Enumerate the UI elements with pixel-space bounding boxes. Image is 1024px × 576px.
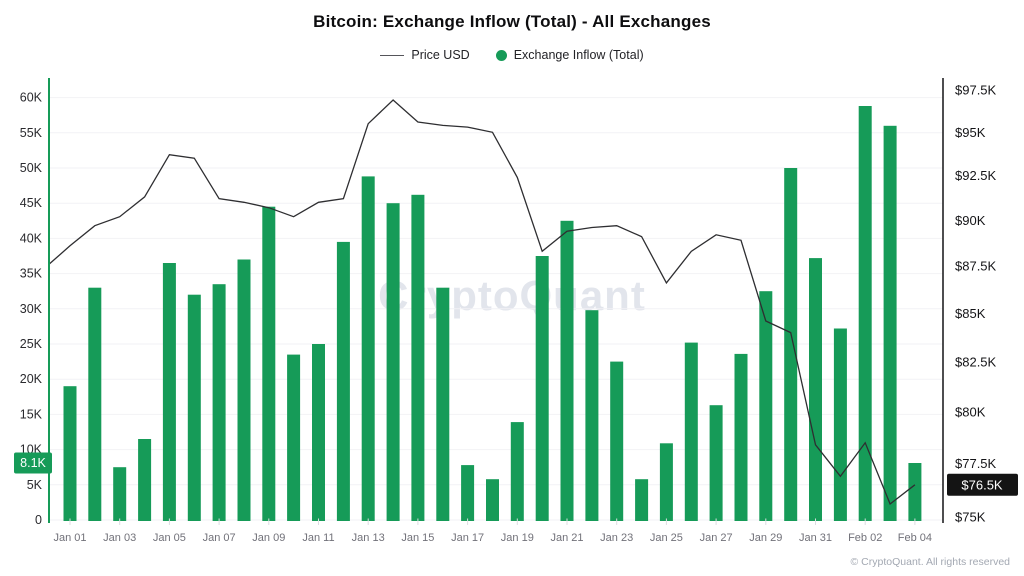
svg-text:15K: 15K bbox=[20, 407, 43, 421]
svg-text:35K: 35K bbox=[20, 267, 43, 281]
svg-text:Jan 01: Jan 01 bbox=[53, 532, 86, 544]
svg-text:0: 0 bbox=[35, 513, 42, 527]
svg-text:Jan 23: Jan 23 bbox=[600, 532, 633, 544]
legend-label-price-usd: Price USD bbox=[411, 48, 470, 62]
svg-text:Feb 02: Feb 02 bbox=[848, 532, 882, 544]
inflow-last-value-badge: 8.1K bbox=[14, 452, 52, 474]
svg-text:$87.5K: $87.5K bbox=[955, 259, 997, 274]
price-line-swatch-icon bbox=[380, 54, 405, 56]
svg-text:Jan 11: Jan 11 bbox=[302, 532, 334, 544]
svg-text:20K: 20K bbox=[20, 372, 43, 386]
svg-text:$95K: $95K bbox=[955, 125, 986, 140]
svg-text:60K: 60K bbox=[20, 91, 43, 105]
svg-text:Jan 03: Jan 03 bbox=[103, 532, 136, 544]
price-last-value-badge: $76.5K bbox=[947, 473, 1018, 496]
svg-text:$77.5K: $77.5K bbox=[955, 456, 997, 471]
svg-text:25K: 25K bbox=[20, 337, 43, 351]
x-axis-labels: Jan 01 Jan 03 Jan 05 Jan 07 Jan 09 Jan 11 Jan … bbox=[53, 518, 932, 544]
price-line bbox=[48, 99, 916, 506]
svg-text:30K: 30K bbox=[20, 302, 43, 316]
svg-text:Jan 19: Jan 19 bbox=[501, 532, 534, 544]
svg-text:5K: 5K bbox=[27, 478, 43, 492]
svg-text:Feb 04: Feb 04 bbox=[898, 532, 932, 544]
svg-text:Jan 27: Jan 27 bbox=[700, 532, 733, 544]
legend-label-exchange-inflow: Exchange Inflow (Total) bbox=[513, 48, 644, 62]
svg-text:$75K: $75K bbox=[955, 510, 986, 525]
svg-text:$90K: $90K bbox=[955, 213, 986, 228]
gridlines bbox=[49, 97, 943, 521]
inflow-bars bbox=[63, 106, 922, 522]
svg-text:$85K: $85K bbox=[955, 306, 986, 321]
copyright-notice: © CryptoQuant. All rights reserved bbox=[850, 556, 1010, 568]
svg-text:50K: 50K bbox=[20, 161, 43, 175]
svg-text:$92.5K: $92.5K bbox=[955, 168, 997, 183]
inflow-dot-swatch-icon bbox=[495, 49, 507, 61]
svg-text:Jan 09: Jan 09 bbox=[252, 532, 285, 544]
right-axis-labels: $75K $77.5K $80K $82.5K $85K $87.5K $90K $92.5K… bbox=[955, 83, 997, 525]
legend-item-price-usd[interactable]: Price USD bbox=[380, 48, 470, 62]
svg-text:$80K: $80K bbox=[955, 404, 986, 419]
svg-text:Jan 07: Jan 07 bbox=[203, 532, 236, 544]
svg-text:Jan 25: Jan 25 bbox=[650, 532, 683, 544]
svg-text:Jan 05: Jan 05 bbox=[153, 532, 186, 544]
svg-text:$82.5K: $82.5K bbox=[955, 354, 997, 369]
page-title: Bitcoin: Exchange Inflow (Total) - All E… bbox=[313, 12, 711, 31]
svg-text:45K: 45K bbox=[20, 196, 43, 210]
svg-text:Jan 31: Jan 31 bbox=[799, 532, 832, 544]
svg-text:$97.5K: $97.5K bbox=[955, 83, 997, 98]
legend-item-exchange-inflow[interactable]: Exchange Inflow (Total) bbox=[495, 48, 644, 62]
svg-text:Jan 29: Jan 29 bbox=[749, 532, 782, 544]
svg-text:Jan 13: Jan 13 bbox=[352, 532, 385, 544]
svg-text:Jan 15: Jan 15 bbox=[401, 532, 434, 544]
chart-legend: Price USD Exchange Inflow (Total) bbox=[0, 48, 1024, 62]
svg-text:8.1K: 8.1K bbox=[20, 456, 46, 470]
svg-text:Jan 17: Jan 17 bbox=[451, 532, 484, 544]
svg-text:40K: 40K bbox=[20, 231, 43, 245]
svg-text:55K: 55K bbox=[20, 126, 43, 140]
svg-text:Jan 21: Jan 21 bbox=[550, 532, 583, 544]
svg-text:$76.5K: $76.5K bbox=[961, 477, 1003, 492]
